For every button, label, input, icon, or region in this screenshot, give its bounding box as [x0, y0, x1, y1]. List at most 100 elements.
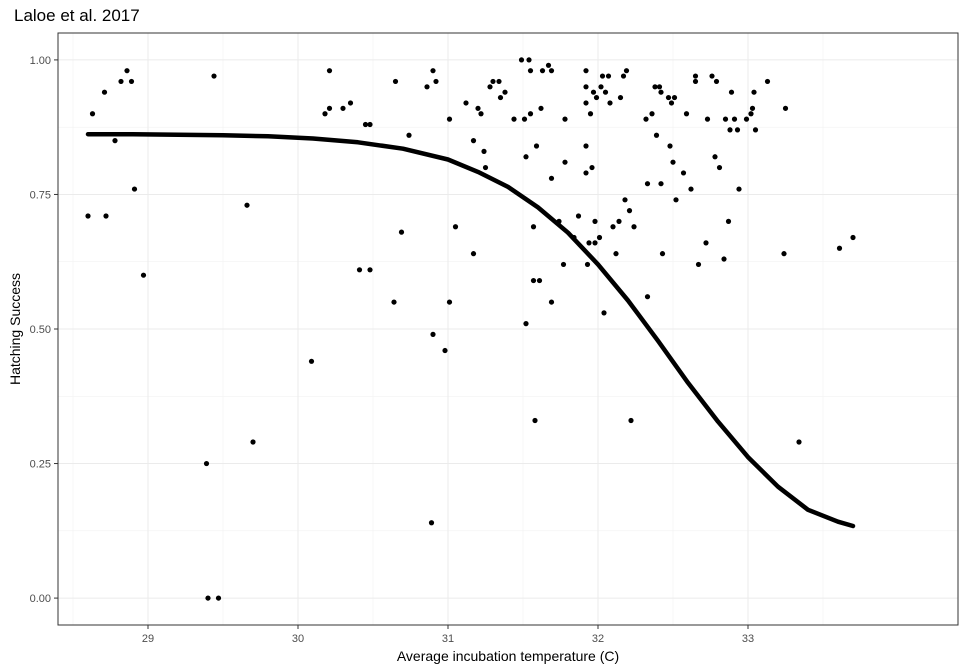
- data-point: [112, 138, 118, 144]
- data-point: [683, 111, 690, 117]
- data-point: [433, 78, 439, 85]
- data-point: [725, 218, 732, 224]
- fit-line: [85, 131, 856, 529]
- data-point: [743, 116, 750, 122]
- data-point: [613, 251, 619, 257]
- data-point: [362, 121, 369, 128]
- chart-title: Laloe et al. 2017: [14, 6, 140, 25]
- data-point: [703, 240, 709, 246]
- x-tick-label: 29: [142, 633, 154, 645]
- data-point: [583, 100, 589, 106]
- data-point: [649, 111, 655, 117]
- data-point: [211, 73, 217, 79]
- data-point: [470, 251, 477, 257]
- data-point: [590, 89, 597, 95]
- data-point: [347, 100, 354, 106]
- data-point: [736, 186, 742, 192]
- data-point: [616, 218, 622, 224]
- data-point: [518, 57, 525, 63]
- data-point: [340, 105, 346, 111]
- data-point: [367, 267, 373, 273]
- data-point: [487, 84, 493, 90]
- data-point: [526, 57, 532, 63]
- data-point: [470, 138, 477, 144]
- data-point: [511, 116, 517, 122]
- data-point: [533, 143, 540, 149]
- data-point: [712, 154, 718, 160]
- data-point: [796, 439, 802, 445]
- y-axis-title: Hatching Success: [7, 273, 23, 385]
- data-point: [562, 116, 568, 122]
- data-point: [527, 111, 534, 117]
- y-tick-label: 0.75: [30, 189, 51, 201]
- data-point: [548, 68, 555, 74]
- y-tick-label: 0.25: [30, 459, 51, 471]
- data-point: [728, 89, 735, 95]
- data-point: [548, 175, 555, 181]
- data-point: [596, 234, 603, 241]
- data-point: [496, 78, 502, 85]
- y-axis: 0.00 0.25 0.50 0.75 1.00: [30, 55, 58, 605]
- data-point: [652, 84, 658, 90]
- data-point: [623, 68, 630, 74]
- data-point: [850, 234, 856, 241]
- data-point: [631, 224, 637, 230]
- data-point: [523, 154, 529, 160]
- data-point: [671, 94, 678, 101]
- data-point: [481, 148, 487, 154]
- grid-lines: [58, 33, 958, 625]
- data-point: [781, 251, 787, 257]
- data-point: [583, 170, 589, 176]
- data-point: [658, 89, 664, 95]
- data-point: [644, 181, 651, 187]
- data-point: [620, 73, 627, 79]
- data-point: [85, 213, 91, 219]
- data-point: [203, 460, 210, 467]
- data-point: [530, 224, 537, 230]
- data-point: [118, 78, 124, 85]
- data-point: [713, 78, 720, 85]
- data-point: [131, 186, 138, 192]
- x-tick-label: 30: [292, 633, 304, 645]
- data-point: [599, 73, 606, 79]
- data-point: [215, 595, 222, 601]
- data-point: [607, 100, 613, 106]
- data-point: [583, 84, 589, 90]
- data-point: [527, 68, 534, 74]
- data-point: [583, 143, 589, 149]
- data-point: [670, 159, 676, 165]
- data-point: [692, 78, 699, 85]
- data-point: [101, 89, 108, 95]
- data-point: [644, 294, 651, 300]
- data-point: [587, 111, 594, 117]
- x-tick-label: 32: [592, 633, 604, 645]
- data-point: [523, 321, 529, 327]
- data-point: [89, 111, 96, 117]
- data-point: [665, 94, 672, 101]
- data-point: [308, 358, 315, 364]
- data-point: [538, 105, 544, 111]
- data-point: [430, 331, 436, 337]
- data-point: [326, 105, 333, 111]
- fit-curve: [85, 131, 856, 529]
- data-point: [446, 116, 453, 122]
- data-point: [367, 121, 373, 128]
- data-point: [398, 229, 405, 235]
- data-point: [598, 84, 604, 90]
- data-point: [748, 111, 754, 117]
- data-point: [536, 277, 543, 284]
- data-point: [656, 84, 663, 90]
- data-point: [560, 261, 567, 268]
- data-point: [782, 105, 789, 111]
- data-point: [140, 272, 147, 278]
- data-point: [428, 520, 435, 526]
- data-point: [593, 94, 600, 101]
- data-point: [583, 68, 589, 74]
- data-point: [586, 240, 592, 246]
- data-point: [103, 213, 109, 219]
- data-point: [589, 164, 595, 171]
- data-point: [721, 256, 727, 262]
- data-point: [605, 73, 612, 79]
- data-point: [668, 100, 675, 106]
- data-point: [601, 310, 607, 316]
